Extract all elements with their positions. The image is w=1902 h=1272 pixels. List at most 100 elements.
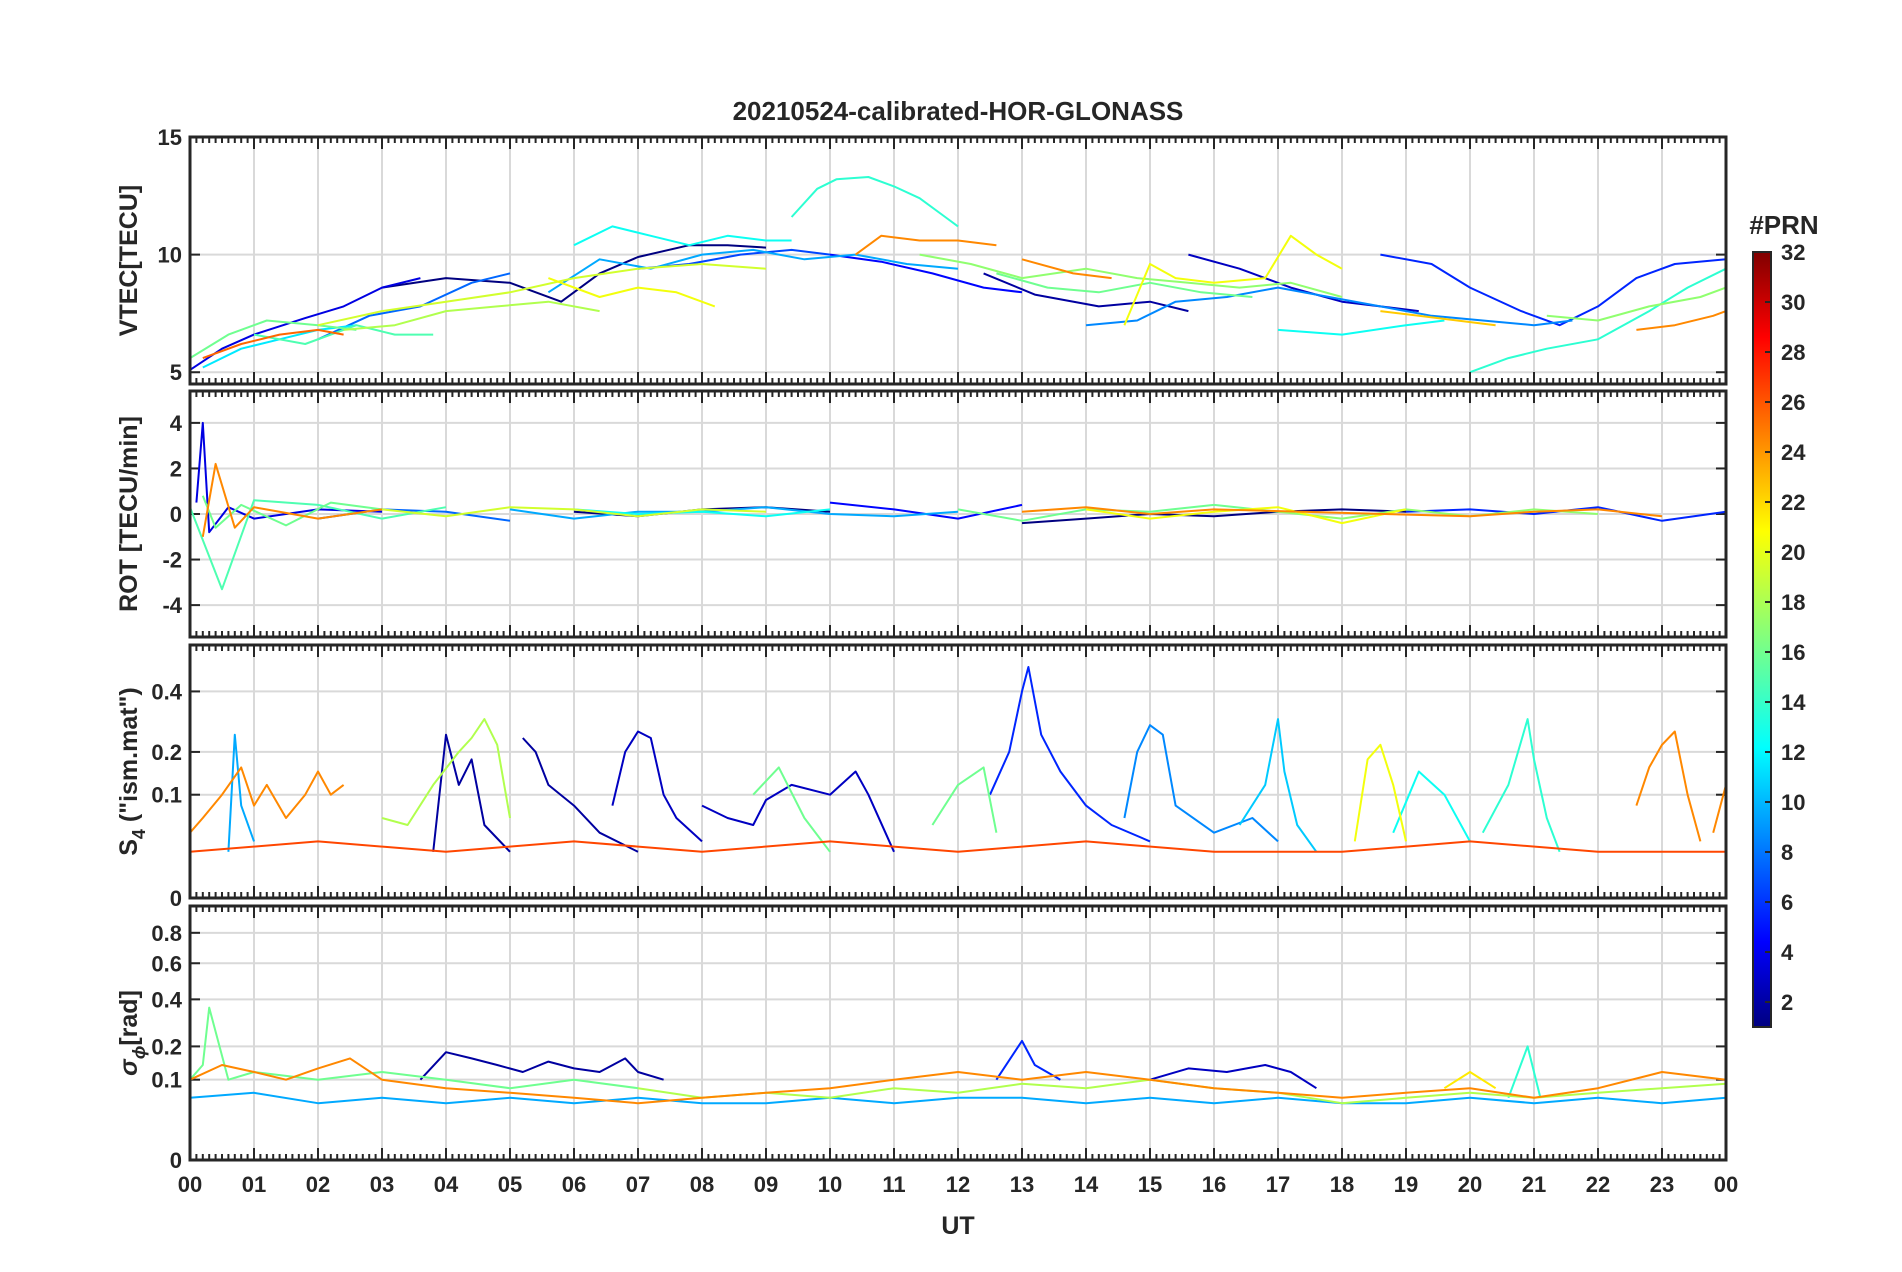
series-line-prn-6 xyxy=(995,1039,1061,1081)
axes-frame xyxy=(188,643,1728,900)
x-tick-label: 02 xyxy=(306,1172,330,1197)
colorbar-tick-label: 22 xyxy=(1781,490,1805,515)
x-tick-label: 10 xyxy=(818,1172,842,1197)
series-line-prn-13 xyxy=(573,225,792,247)
colorbar-tick-label: 18 xyxy=(1781,590,1805,615)
panel-vtec: 5 10 15 VTEC[TECU] xyxy=(115,125,1728,386)
series-group xyxy=(189,666,1727,853)
series-line-prn-18 xyxy=(381,718,511,826)
colorbar-tick-label: 20 xyxy=(1781,540,1805,565)
y-tick-label: 0.1 xyxy=(151,783,182,808)
x-tick-label: 13 xyxy=(1010,1172,1034,1197)
series-line-prn-16 xyxy=(996,272,1253,298)
y-tick-label: 4 xyxy=(170,411,183,436)
y-tick-label: 0.2 xyxy=(151,1034,182,1059)
x-tick-label: 00 xyxy=(178,1172,202,1197)
series-line-prn-16 xyxy=(201,495,383,529)
y-tick-label: 0.4 xyxy=(151,679,182,704)
series-line-prn-19 xyxy=(381,506,767,518)
series-line-prn-24 xyxy=(1635,730,1702,842)
series-line-prn-2 xyxy=(432,733,511,853)
series-line-prn-14 xyxy=(790,176,959,228)
x-tick-label: 16 xyxy=(1202,1172,1226,1197)
colorbar-tick-label: 2 xyxy=(1781,990,1793,1015)
x-tick-label: 14 xyxy=(1074,1172,1099,1197)
x-tick-label: 17 xyxy=(1266,1172,1290,1197)
colorbar-tick-label: 16 xyxy=(1781,640,1805,665)
series-line-prn-10 xyxy=(547,248,959,294)
series-line-prn-2 xyxy=(983,272,1189,313)
colorbar-tick-label: 10 xyxy=(1781,790,1805,815)
x-tick-label: 03 xyxy=(370,1172,394,1197)
series-line-prn-21 xyxy=(1443,1071,1497,1090)
series-line-prn-20 xyxy=(548,277,716,308)
series-line-prn-10 xyxy=(227,733,255,852)
series-line-prn-11 xyxy=(1238,718,1318,853)
axes-frame xyxy=(188,389,1728,639)
series-line-prn-15 xyxy=(253,324,434,345)
colorbar-tick-label: 12 xyxy=(1781,740,1805,765)
y-axis-label-vtec: VTEC[TECU] xyxy=(115,185,143,336)
series-line-prn-2 xyxy=(522,737,639,853)
series-line-prn-24 xyxy=(1021,258,1112,280)
x-tick-label: 19 xyxy=(1394,1172,1418,1197)
y-tick-label: 0.1 xyxy=(151,1068,182,1093)
series-line-prn-10 xyxy=(189,1091,1727,1105)
y-tick-label: 10 xyxy=(158,243,182,268)
x-tick-label: 07 xyxy=(626,1172,650,1197)
y-tick-label: 0.6 xyxy=(151,951,182,976)
series-line-prn-17 xyxy=(1546,286,1727,322)
series-line-prn-6 xyxy=(1380,253,1727,327)
series-line-prn-9 xyxy=(1123,724,1279,843)
x-tick-label: 00 xyxy=(1714,1172,1738,1197)
series-group xyxy=(189,421,1727,591)
colorbar-tick-label: 4 xyxy=(1781,940,1794,965)
y-axis-label-s4: S4 ("ism.mat") xyxy=(115,687,149,856)
colorbar-gradient xyxy=(1752,251,1772,1028)
series-line-prn-9 xyxy=(1085,286,1573,327)
y-tick-label: -4 xyxy=(162,593,182,618)
series-line-prn-19 xyxy=(317,263,767,327)
panel-rot: -4 -2 0 2 4 ROT [TECU/min] xyxy=(115,389,1728,639)
y-axis-label-sigma_phi: σϕ[rad] xyxy=(115,990,149,1076)
axes-frame xyxy=(188,135,1728,386)
y-tick-label: 15 xyxy=(158,125,182,150)
y-tick-label: 0 xyxy=(170,886,182,911)
series-line-prn-17 xyxy=(919,253,1343,298)
y-tick-label: 0 xyxy=(170,502,182,527)
series-line-prn-14 xyxy=(1469,267,1727,374)
series-line-prn-22 xyxy=(1380,310,1496,327)
x-tick-label: 15 xyxy=(1138,1172,1162,1197)
y-tick-label: 0.4 xyxy=(151,987,182,1012)
series-line-prn-13 xyxy=(573,508,831,518)
series-line-prn-24 xyxy=(189,766,345,834)
panel-s4: 0 0.1 0.2 0.4S4 ("ism.mat") xyxy=(115,643,1728,911)
x-tick-label: 21 xyxy=(1522,1172,1546,1197)
series-line-prn-16 xyxy=(931,766,998,833)
x-tick-label: 12 xyxy=(946,1172,970,1197)
x-tick-label: 06 xyxy=(562,1172,586,1197)
series-line-prn-3 xyxy=(1149,1064,1317,1090)
colorbar-tick-label: 30 xyxy=(1781,290,1805,315)
y-tick-label: 5 xyxy=(170,360,182,385)
x-axis-label: UT xyxy=(941,1212,974,1240)
series-line-prn-20 xyxy=(1353,743,1407,842)
colorbar-tick-label: 32 xyxy=(1781,240,1805,265)
colorbar-tick-label: 26 xyxy=(1781,390,1805,415)
series-line-prn-24 xyxy=(855,234,997,256)
x-tick-label: 20 xyxy=(1458,1172,1482,1197)
x-tick-label: 04 xyxy=(434,1172,459,1197)
series-line-prn-20 xyxy=(1123,234,1343,326)
y-tick-label: 0.8 xyxy=(151,921,182,946)
y-tick-label: -2 xyxy=(162,548,182,573)
series-line-prn-13 xyxy=(1392,770,1471,842)
colorbar-tick-label: 8 xyxy=(1781,840,1793,865)
series-line-prn-3 xyxy=(701,770,895,853)
series-group xyxy=(189,176,1727,374)
series-line-prn-14 xyxy=(1481,718,1561,853)
series-line-prn-24 xyxy=(189,1057,1727,1105)
y-tick-label: 2 xyxy=(170,456,182,481)
colorbar-tick-label: 24 xyxy=(1781,440,1806,465)
